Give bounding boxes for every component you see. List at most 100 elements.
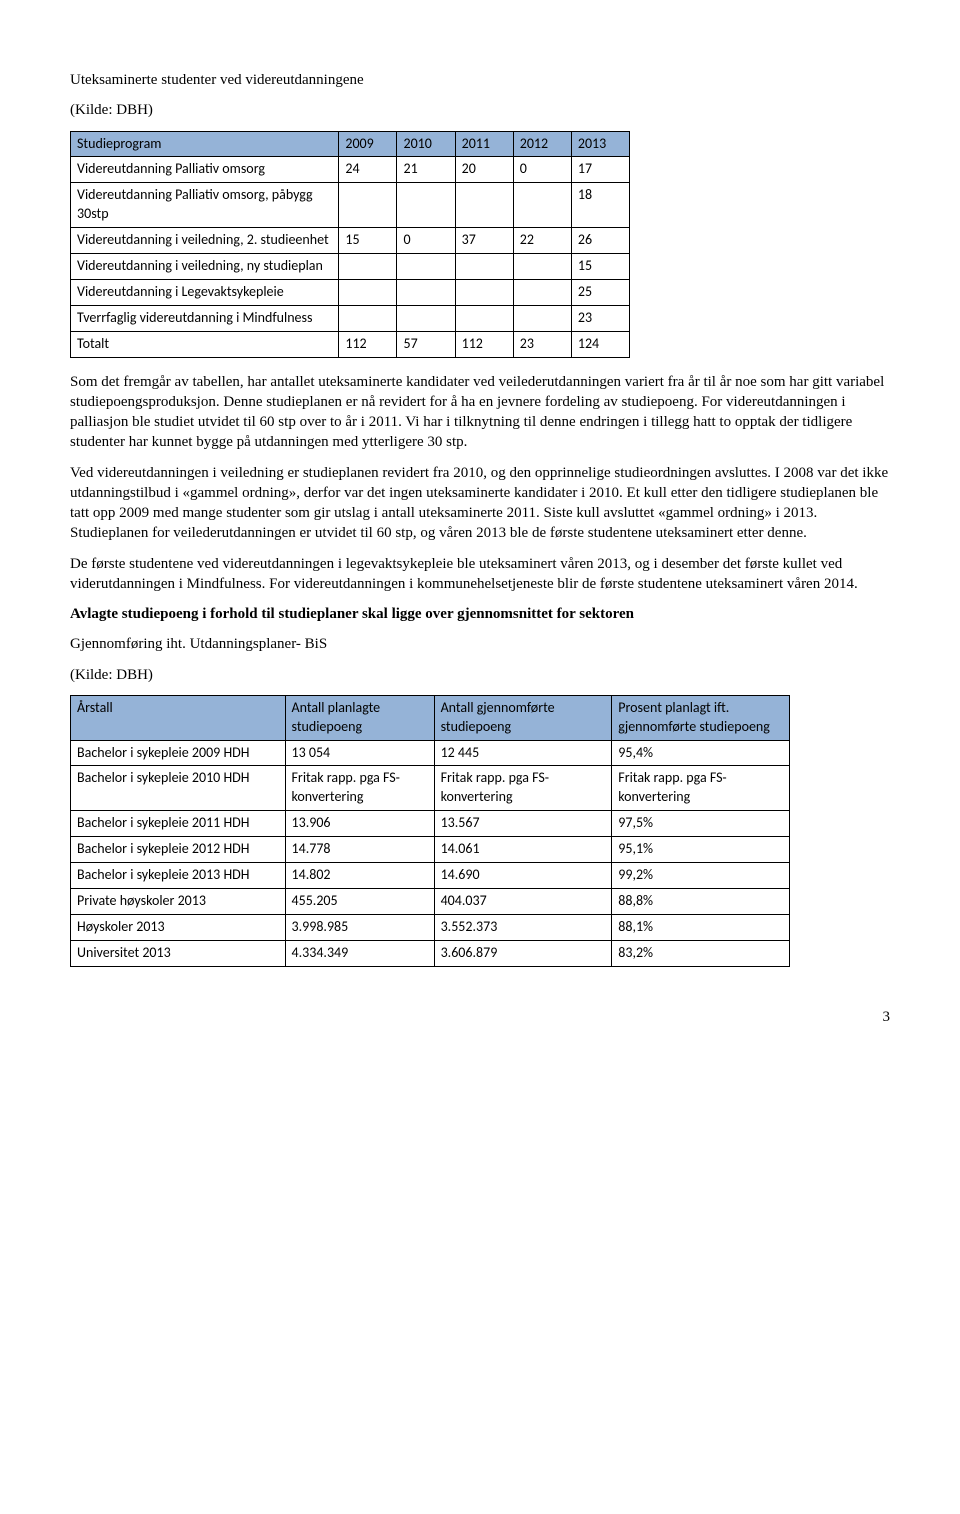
table-cell: 21 — [397, 157, 455, 183]
table-cell — [513, 183, 571, 228]
t1-h4: 2012 — [513, 131, 571, 157]
table-cell: Videreutdanning Palliativ omsorg — [71, 157, 339, 183]
table-cell: Videreutdanning i veiledning, ny studiep… — [71, 253, 339, 279]
table-cell: 24 — [339, 157, 397, 183]
table-cell: 13.567 — [434, 811, 612, 837]
table-cell: Bachelor i sykepleie 2011 HDH — [71, 811, 286, 837]
table-cell: Totalt — [71, 331, 339, 357]
page-number: 3 — [70, 1007, 890, 1027]
paragraph-2: Ved videreutdanningen i veiledning er st… — [70, 463, 890, 544]
table-cell: Fritak rapp. pga FS-konvertering — [434, 766, 612, 811]
table-cell: 13.906 — [285, 811, 434, 837]
table-cell — [339, 305, 397, 331]
table-cell: 124 — [571, 331, 629, 357]
table-cell: Bachelor i sykepleie 2009 HDH — [71, 740, 286, 766]
source-1: (Kilde: DBH) — [70, 100, 890, 120]
table-cell: 88,8% — [612, 888, 790, 914]
t1-h2: 2010 — [397, 131, 455, 157]
table-cell: 25 — [571, 279, 629, 305]
table-cell: 112 — [455, 331, 513, 357]
t1-h0: Studieprogram — [71, 131, 339, 157]
table-cell — [339, 279, 397, 305]
table-cell: Bachelor i sykepleie 2012 HDH — [71, 837, 286, 863]
table-cell: 57 — [397, 331, 455, 357]
table-cell: 13 054 — [285, 740, 434, 766]
table-cell: 404.037 — [434, 888, 612, 914]
table-cell: Videreutdanning i Legevaktsykepleie — [71, 279, 339, 305]
table-cell: 15 — [339, 228, 397, 254]
table-cell: 23 — [571, 305, 629, 331]
table-cell — [455, 305, 513, 331]
t2-h0: Årstall — [71, 695, 286, 740]
table-cell: 15 — [571, 253, 629, 279]
table-cell: Tverrfaglig videreutdanning i Mindfulnes… — [71, 305, 339, 331]
table-cell: 455.205 — [285, 888, 434, 914]
table-cell: 18 — [571, 183, 629, 228]
table-row: Bachelor i sykepleie 2010 HDHFritak rapp… — [71, 766, 790, 811]
source-2: (Kilde: DBH) — [70, 665, 890, 685]
table-row: Høyskoler 20133.998.9853.552.37388,1% — [71, 914, 790, 940]
paragraph-3: De første studentene ved videreutdanning… — [70, 554, 890, 595]
table-cell: 14.690 — [434, 863, 612, 889]
table-cell: 4.334.349 — [285, 940, 434, 966]
table-row: Bachelor i sykepleie 2012 HDH14.77814.06… — [71, 837, 790, 863]
table-uteksaminerte: Studieprogram 2009 2010 2011 2012 2013 V… — [70, 131, 630, 358]
table-cell: 0 — [397, 228, 455, 254]
table-cell: Videreutdanning i veiledning, 2. studiee… — [71, 228, 339, 254]
table2-header-row: Årstall Antall planlagte studiepoeng Ant… — [71, 695, 790, 740]
table-cell: 3.998.985 — [285, 914, 434, 940]
table-cell: 88,1% — [612, 914, 790, 940]
table-row: Videreutdanning i veiledning, 2. studiee… — [71, 228, 630, 254]
table-cell: 14.802 — [285, 863, 434, 889]
table-cell — [397, 279, 455, 305]
table-cell: 23 — [513, 331, 571, 357]
table-row: Totalt1125711223124 — [71, 331, 630, 357]
t2-h1: Antall planlagte studiepoeng — [285, 695, 434, 740]
table-cell: 14.778 — [285, 837, 434, 863]
table-cell: 26 — [571, 228, 629, 254]
t1-h1: 2009 — [339, 131, 397, 157]
table-cell: 3.552.373 — [434, 914, 612, 940]
table-row: Bachelor i sykepleie 2011 HDH13.90613.56… — [71, 811, 790, 837]
section-heading-2: Avlagte studiepoeng i forhold til studie… — [70, 604, 890, 624]
section-title-1: Uteksaminerte studenter ved videreutdann… — [70, 70, 890, 90]
table-cell — [339, 183, 397, 228]
table-cell — [513, 279, 571, 305]
table-cell: Bachelor i sykepleie 2013 HDH — [71, 863, 286, 889]
table-row: Videreutdanning i veiledning, ny studiep… — [71, 253, 630, 279]
table-cell — [455, 253, 513, 279]
section-sub-2: Gjennomføring iht. Utdanningsplaner- BiS — [70, 634, 890, 654]
table-cell: 97,5% — [612, 811, 790, 837]
table-cell — [455, 279, 513, 305]
t1-h5: 2013 — [571, 131, 629, 157]
table-studiepoeng: Årstall Antall planlagte studiepoeng Ant… — [70, 695, 790, 967]
table-row: Universitet 20134.334.3493.606.87983,2% — [71, 940, 790, 966]
table-cell: 3.606.879 — [434, 940, 612, 966]
table-cell: 99,2% — [612, 863, 790, 889]
table-cell — [397, 305, 455, 331]
table-cell: Høyskoler 2013 — [71, 914, 286, 940]
table-row: Bachelor i sykepleie 2009 HDH13 05412 44… — [71, 740, 790, 766]
table-cell — [397, 183, 455, 228]
table-row: Private høyskoler 2013455.205404.03788,8… — [71, 888, 790, 914]
table1-header-row: Studieprogram 2009 2010 2011 2012 2013 — [71, 131, 630, 157]
table-row: Videreutdanning Palliativ omsorg24212001… — [71, 157, 630, 183]
table-cell: 83,2% — [612, 940, 790, 966]
table-cell: Universitet 2013 — [71, 940, 286, 966]
paragraph-1: Som det fremgår av tabellen, har antalle… — [70, 372, 890, 453]
table-row: Videreutdanning Palliativ omsorg, påbygg… — [71, 183, 630, 228]
t1-h3: 2011 — [455, 131, 513, 157]
table-cell: 112 — [339, 331, 397, 357]
table-row: Bachelor i sykepleie 2013 HDH14.80214.69… — [71, 863, 790, 889]
table-cell: 22 — [513, 228, 571, 254]
table-cell — [455, 183, 513, 228]
table-cell: 12 445 — [434, 740, 612, 766]
table-cell: 14.061 — [434, 837, 612, 863]
t2-h2: Antall gjennomførte studiepoeng — [434, 695, 612, 740]
table-cell: Fritak rapp. pga FS-konvertering — [612, 766, 790, 811]
table-cell — [339, 253, 397, 279]
table-cell: 17 — [571, 157, 629, 183]
table-row: Tverrfaglig videreutdanning i Mindfulnes… — [71, 305, 630, 331]
table-cell — [513, 253, 571, 279]
table-cell — [397, 253, 455, 279]
